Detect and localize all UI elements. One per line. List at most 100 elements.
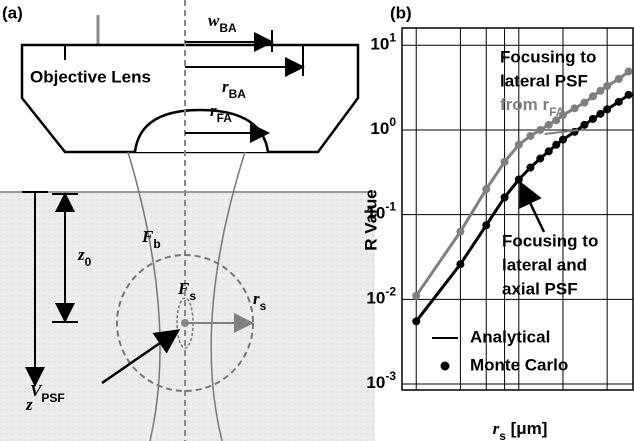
label-lens: Objective Lens	[30, 67, 151, 86]
data-point	[558, 111, 567, 120]
label-r-s-main: r	[253, 289, 260, 308]
data-point	[544, 120, 553, 129]
y-tick-label-main: 10	[366, 289, 385, 308]
data-point	[552, 140, 561, 149]
data-point	[536, 154, 545, 163]
y-tick-label-main: 10	[366, 374, 385, 393]
data-point	[596, 109, 605, 118]
data-point	[624, 90, 633, 99]
data-point	[624, 67, 633, 76]
annotation: lateral and	[502, 255, 587, 274]
y-tick-label-sup: 1	[389, 30, 396, 44]
data-point	[482, 185, 491, 194]
panel-label: (a)	[2, 3, 23, 22]
label-f-s: Fs	[177, 279, 196, 303]
data-point	[514, 140, 523, 149]
label-z: z	[25, 395, 33, 414]
label-f-b-main: F	[141, 227, 154, 246]
label-w-ba-main: w	[208, 11, 220, 30]
label-v-psf-main: V	[30, 381, 43, 400]
label-v-psf-sub: PSF	[41, 391, 64, 405]
label-r-s-sub: s	[260, 299, 267, 313]
label-z0-main: z	[77, 245, 85, 264]
y-tick-label-sup: -1	[385, 200, 396, 214]
data-point	[526, 131, 535, 140]
data-point	[614, 74, 623, 83]
data-point	[580, 120, 589, 129]
label-f-s-sub: s	[189, 289, 196, 303]
data-point	[603, 82, 612, 91]
data-point	[614, 97, 623, 106]
data-point	[456, 260, 465, 269]
data-point	[536, 125, 545, 134]
data-point	[456, 227, 465, 236]
label-f-b: Fb	[141, 227, 161, 251]
label-z0-sub: 0	[85, 255, 92, 269]
legend-label: Monte Carlo	[470, 355, 568, 374]
y-axis-label: R Value	[361, 189, 380, 250]
x-axis-label: rs [μm]	[493, 419, 548, 441]
label-f-b-sub: b	[153, 237, 160, 251]
x-axis-label-sub: s	[499, 429, 506, 441]
label-r-fa: rFA	[210, 101, 232, 125]
vpsf-arrow	[101, 329, 181, 385]
annotation: Focusing to	[502, 231, 598, 250]
annotation: axial PSF	[502, 279, 578, 298]
data-point	[570, 127, 579, 136]
y-tick-label-sup: 0	[389, 115, 396, 129]
data-point	[514, 175, 523, 184]
y-tick-label: 100	[370, 115, 396, 138]
label-r-ba-main: r	[222, 77, 229, 96]
y-tick-label-main: 10	[370, 35, 389, 54]
legend-dot	[440, 361, 450, 371]
label-z0: z0	[77, 245, 92, 269]
y-tick-label: 10-3	[366, 369, 396, 392]
y-tick-label-main: 10	[366, 204, 385, 223]
data-point	[500, 157, 509, 166]
panel-a	[0, 0, 375, 441]
y-tick-label: 101	[370, 30, 396, 53]
data-point	[552, 116, 561, 125]
data-point	[412, 291, 421, 300]
label-w-ba-sub: BA	[219, 21, 237, 35]
data-point	[570, 104, 579, 113]
x-axis-label-rest: [μm]	[506, 419, 548, 438]
data-point	[482, 221, 491, 230]
data-point	[580, 98, 589, 107]
beam	[127, 151, 246, 441]
data-point	[500, 193, 509, 202]
annotation-arrow	[519, 181, 546, 233]
y-tick-label-main: 10	[370, 119, 389, 138]
annotation: Focusing to	[500, 47, 596, 66]
y-tick-label-sup: -3	[385, 369, 396, 383]
plot-frame	[401, 27, 634, 391]
label-r-ba: rBA	[222, 77, 246, 101]
annotation: from rFA	[500, 95, 565, 119]
label-r-fa-sub: FA	[217, 111, 233, 125]
label-r-fa-main: r	[210, 101, 217, 120]
y-tick-label-sup: -2	[385, 285, 396, 299]
legend-label: Analytical	[470, 327, 550, 346]
objective-lens	[20, 43, 360, 154]
data-point	[588, 114, 597, 123]
label-v-psf: VPSF	[30, 381, 65, 405]
data-point	[526, 163, 535, 172]
annotation-arrow	[544, 129, 579, 135]
data-point	[544, 147, 553, 156]
data-point	[588, 92, 597, 101]
label-f-s-main: F	[177, 279, 190, 298]
data-point	[412, 317, 421, 326]
data-point	[596, 86, 605, 95]
data-point	[558, 135, 567, 144]
annotation-sub: FA	[549, 105, 565, 119]
y-tick-label: 10-2	[366, 285, 396, 308]
label-r-ba-sub: BA	[229, 87, 247, 101]
x-axis-label-main: r	[493, 419, 500, 438]
annotation: lateral PSF	[500, 71, 588, 90]
label-r-s: rs	[253, 289, 267, 313]
data-point	[603, 105, 612, 114]
annotation-main: from r	[500, 95, 550, 114]
panel-label: (b)	[390, 3, 412, 22]
y-tick-label: 10-1	[366, 200, 396, 223]
